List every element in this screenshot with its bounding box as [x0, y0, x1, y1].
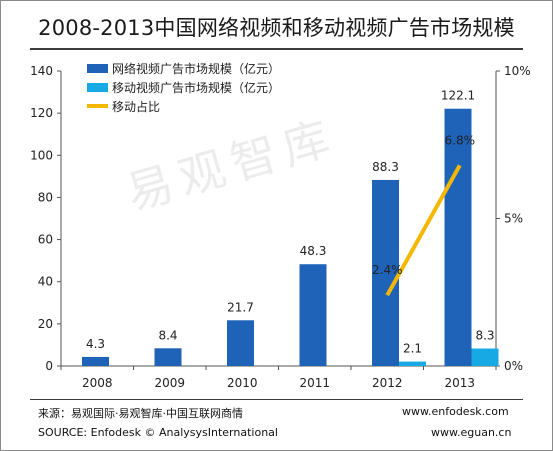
data-label-mobile: 8.3: [475, 329, 494, 343]
y-tick-label: 120: [30, 106, 53, 120]
data-label-network: 48.3: [300, 244, 327, 258]
x-tick-label: 2009: [154, 376, 185, 390]
data-label-network: 88.3: [372, 160, 399, 174]
y-tick-label: 20: [38, 317, 53, 331]
source-url-enfodesk: www.enfodesk.com: [402, 405, 509, 418]
chart-title: 2008-2013中国网络视频和移动视频广告市场规模: [38, 16, 515, 40]
x-tick-label: 2013: [444, 376, 475, 390]
line-mobile-share: [385, 164, 462, 297]
footer-divider: [30, 399, 523, 400]
legend-label-network: 网络视频广告市场规模（亿元）: [112, 61, 280, 76]
bar-mobile-video: [399, 361, 426, 366]
data-label-share: 2.4%: [372, 263, 403, 277]
legend-label-share: 移动占比: [112, 99, 160, 114]
x-tick-label: 2011: [299, 376, 330, 390]
legend-swatch-mobile: [87, 83, 108, 92]
bar-network-video: [444, 108, 472, 366]
title-divider: [30, 48, 523, 50]
y2-tick-label: 0%: [504, 359, 523, 373]
data-label-share: 6.8%: [445, 133, 476, 147]
x-tick-label: 2012: [372, 376, 403, 390]
legend-label-mobile: 移动视频广告市场规模（亿元）: [112, 80, 280, 95]
y-tick-label: 40: [38, 275, 53, 289]
bar-network-video: [299, 264, 327, 366]
data-label-network: 4.3: [86, 337, 105, 351]
y-tick-label: 0: [45, 359, 53, 373]
x-tick-label: 2010: [227, 376, 258, 390]
legend-swatch-network: [87, 64, 108, 73]
x-tick-label: 2008: [82, 376, 113, 390]
source-cn: 来源：易观国际·易观智库·中国互联网商情: [38, 407, 243, 420]
data-label-network: 122.1: [441, 89, 475, 103]
data-label-network: 8.4: [158, 328, 177, 342]
bar-mobile-video: [471, 348, 499, 366]
y-tick-label: 140: [30, 64, 53, 78]
y-tick-label: 80: [38, 190, 53, 204]
bar-network-video: [372, 179, 399, 366]
bar-network-video: [227, 320, 254, 366]
bar-network-video: [82, 356, 109, 366]
data-label-mobile: 2.1: [403, 342, 422, 356]
y-tick-label: 100: [30, 148, 53, 162]
source-en: SOURCE: Enfodesk © AnalysysInternational: [38, 426, 278, 439]
data-label-network: 21.7: [227, 300, 254, 314]
y2-tick-label: 5%: [504, 212, 523, 226]
y2-tick-label: 10%: [504, 64, 531, 78]
source-url-eguan: www.eguan.cn: [431, 426, 512, 439]
y-tick-label: 60: [38, 233, 53, 247]
bar-network-video: [154, 348, 182, 366]
